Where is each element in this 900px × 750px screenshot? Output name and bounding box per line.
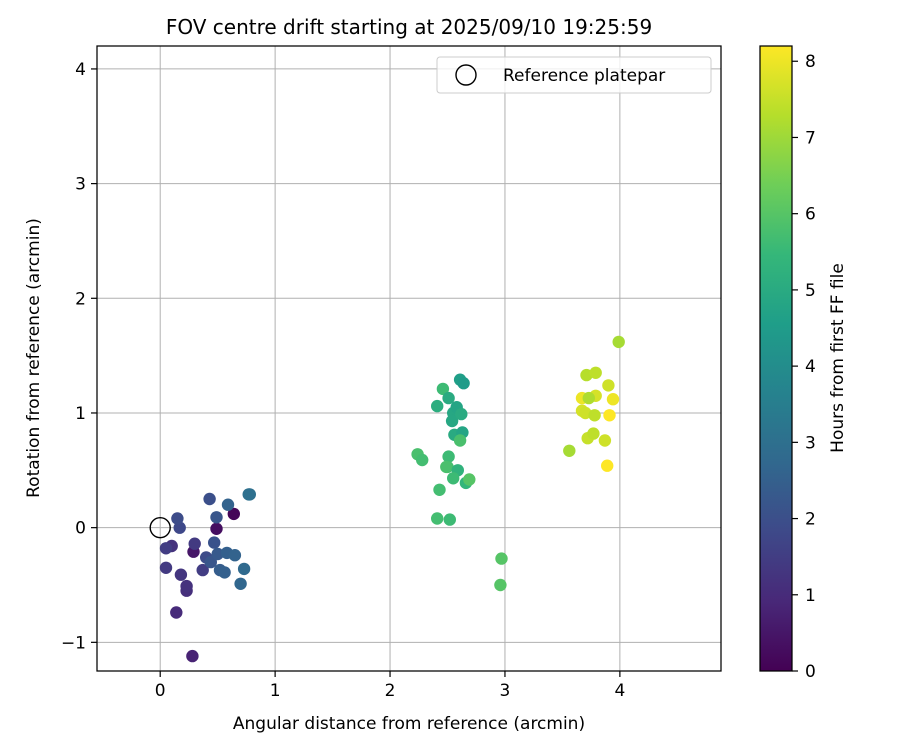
data-point: [416, 453, 429, 467]
legend-marker-icon: [455, 64, 477, 86]
data-point: [237, 562, 251, 576]
data-point: [603, 409, 616, 422]
data-point: [221, 498, 235, 511]
colorbar-tick-label: 0: [805, 662, 816, 682]
data-points: [159, 335, 625, 663]
data-point: [171, 512, 184, 525]
data-point: [589, 366, 602, 379]
y-tick-label: −1: [61, 633, 86, 653]
data-point: [433, 483, 446, 496]
data-point: [174, 568, 188, 581]
data-point: [612, 335, 625, 349]
y-tick-label: 4: [75, 60, 86, 80]
data-point: [203, 492, 216, 506]
data-point: [431, 399, 444, 413]
data-point: [210, 522, 223, 535]
y-axis: −1 0 1 2 3 4: [61, 60, 97, 653]
colorbar-tick-label: 2: [805, 510, 816, 530]
colorbar-tick-label: 7: [805, 128, 816, 148]
x-axis: 0 1 2 3 4: [155, 671, 625, 701]
legend: Reference platepar: [436, 56, 712, 94]
x-tick-label: 2: [385, 681, 396, 701]
data-point: [440, 460, 453, 474]
data-point: [588, 409, 601, 422]
x-tick-label: 1: [270, 681, 281, 701]
data-point: [587, 427, 600, 440]
x-tick-label: 4: [614, 681, 625, 701]
data-point: [204, 555, 217, 569]
y-tick-label: 2: [75, 289, 86, 309]
data-point: [442, 391, 455, 405]
data-point: [208, 536, 221, 549]
data-point: [234, 577, 247, 590]
data-point: [211, 547, 224, 561]
data-point: [457, 377, 470, 390]
data-point: [228, 549, 242, 562]
x-tick-label: 0: [155, 681, 166, 701]
data-point: [180, 579, 193, 593]
data-point: [495, 552, 508, 565]
data-point: [442, 450, 455, 463]
y-tick-label: 0: [75, 519, 86, 539]
data-point: [455, 407, 468, 421]
data-point: [242, 488, 255, 501]
y-axis-label: Rotation from reference (arcmin): [24, 218, 44, 498]
y-tick-label: 3: [75, 175, 86, 195]
data-point: [447, 472, 460, 485]
data-point: [218, 566, 231, 579]
x-axis-label: Angular distance from reference (arcmin): [233, 714, 585, 734]
data-point: [582, 391, 595, 405]
data-point: [598, 434, 612, 447]
data-point: [210, 511, 223, 524]
data-point: [186, 649, 199, 663]
data-point: [227, 507, 240, 521]
data-point: [602, 379, 615, 392]
data-point: [159, 542, 173, 555]
legend-label: Reference platepar: [503, 66, 665, 86]
data-point: [606, 393, 620, 406]
plot-frame: [96, 45, 722, 672]
x-tick-label: 3: [500, 681, 511, 701]
data-point: [159, 561, 173, 574]
data-point: [436, 382, 450, 396]
colorbar-gradient: [759, 45, 793, 672]
reference-marker: [149, 516, 171, 539]
reference-marker-group: [149, 516, 171, 539]
data-point: [563, 444, 576, 457]
colorbar-tick-label: 1: [805, 586, 816, 606]
colorbar: 0 1 2 3 4 5 6 7 8 Hours from first FF file: [759, 45, 848, 682]
colorbar-tick-label: 4: [805, 357, 816, 377]
y-tick-label: 1: [75, 404, 86, 424]
data-point: [463, 473, 476, 486]
chart-title: FOV centre drift starting at 2025/09/10 …: [166, 15, 652, 39]
colorbar-tick-label: 3: [805, 433, 816, 453]
grid-lines: [97, 46, 721, 671]
data-point: [601, 459, 614, 472]
data-point: [443, 513, 456, 526]
data-point: [431, 512, 444, 525]
data-point: [188, 537, 201, 550]
legend-box: [436, 56, 712, 94]
colorbar-tick-label: 8: [805, 52, 816, 72]
colorbar-tick-label: 6: [805, 205, 816, 225]
data-point: [445, 414, 459, 428]
colorbar-ticks: 0 1 2 3 4 5 6 7 8: [792, 52, 816, 682]
data-point: [170, 606, 183, 619]
data-point: [196, 563, 209, 577]
data-point: [494, 578, 507, 592]
colorbar-label: Hours from first FF file: [828, 263, 848, 453]
data-point: [453, 434, 467, 447]
colorbar-tick-label: 5: [805, 281, 816, 301]
